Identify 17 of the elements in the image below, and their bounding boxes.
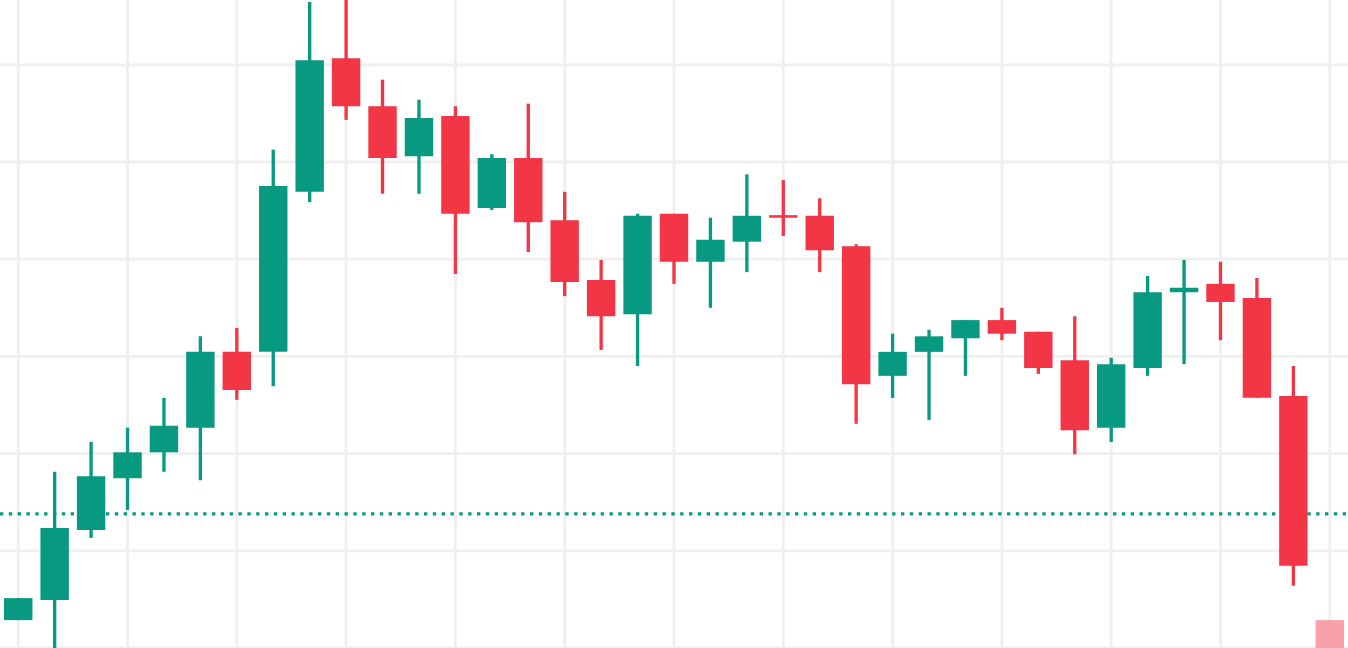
candlestick [659, 212, 689, 286]
candlestick [1024, 330, 1053, 376]
candlestick [404, 98, 434, 196]
candlestick [149, 396, 179, 474]
candlestick [222, 326, 252, 402]
candlestick [1206, 260, 1235, 342]
candlestick [331, 0, 361, 122]
candlestick [987, 306, 1017, 342]
candlestick [914, 328, 944, 422]
candlestick [878, 332, 907, 400]
candlestick [586, 258, 616, 352]
candlestick [805, 196, 834, 274]
candlestick [769, 178, 798, 238]
candlestick [951, 318, 980, 378]
candlestick [1315, 618, 1344, 648]
candlestick [732, 172, 762, 274]
candlestick [696, 216, 725, 310]
